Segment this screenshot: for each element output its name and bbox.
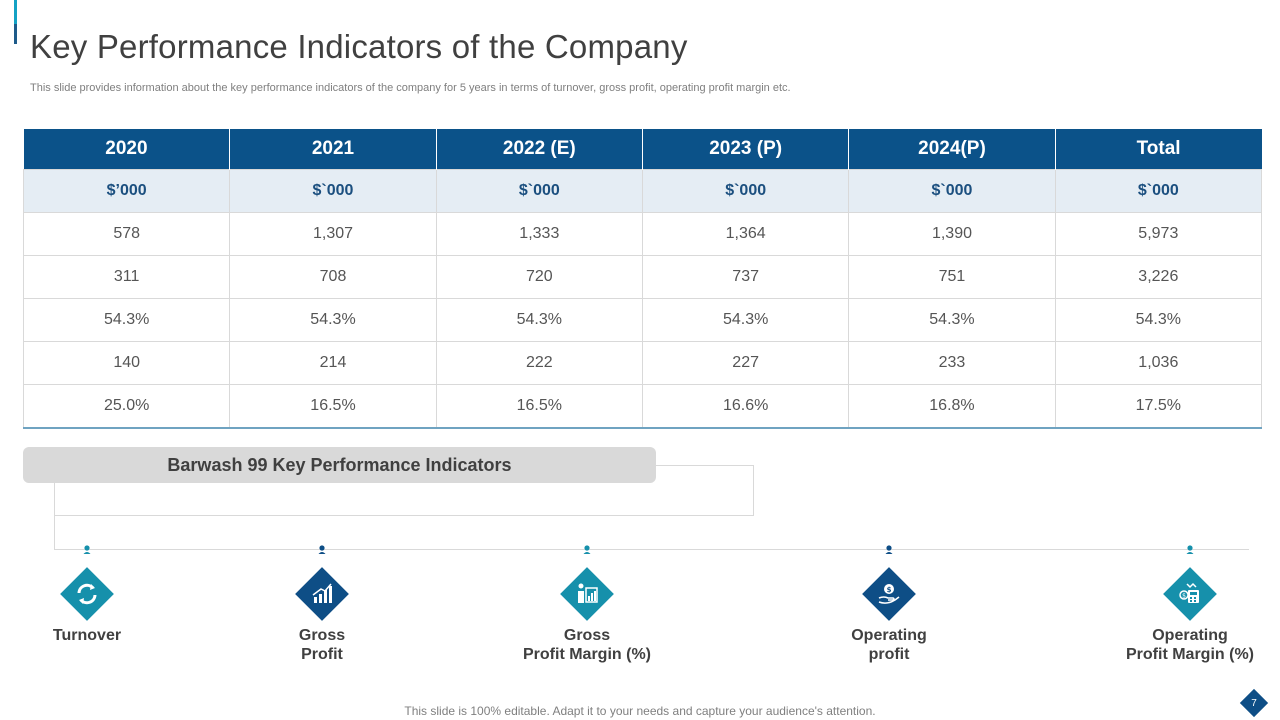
- units-row: $’000 $`000 $`000 $`000 $`000 $`000: [22, 169, 1263, 213]
- table-cell: 17.5%: [1054, 384, 1263, 429]
- table-cell: 311: [22, 255, 231, 299]
- svg-text:$: $: [1182, 593, 1186, 600]
- kpi-label: Turnover: [52, 627, 122, 644]
- table-cell: 233: [848, 341, 1056, 385]
- kpi-badge: [60, 567, 114, 621]
- table-cell: 54.3%: [1054, 298, 1263, 342]
- table-cell: 16.5%: [435, 384, 643, 429]
- pin-icon: [885, 545, 893, 554]
- money-hand-icon: $: [878, 584, 900, 604]
- table-cell: 140: [22, 341, 231, 385]
- kpi-label: Operating Profit Margin (%): [1126, 627, 1254, 663]
- kpi-label: Gross Profit: [298, 627, 346, 663]
- table-cell: 737: [641, 255, 850, 299]
- table-cell: 751: [848, 255, 1056, 299]
- kpi-badge: [295, 567, 349, 621]
- presentation-icon: [578, 583, 598, 603]
- kpi-badge: $: [1163, 567, 1217, 621]
- section-outline-top: [640, 465, 753, 466]
- kpi-badge: [560, 567, 614, 621]
- table-cell: 16.6%: [641, 384, 850, 429]
- svg-text:$: $: [887, 586, 892, 594]
- slide-subtitle: This slide provides information about th…: [30, 82, 791, 94]
- column-header: 2024(P): [848, 129, 1056, 170]
- kpi-timeline: [54, 549, 1249, 550]
- kpi-label: Operating profit: [851, 627, 927, 663]
- bar-chart-icon: [312, 583, 332, 603]
- column-header: 2023 (P): [641, 129, 849, 170]
- unit-cell: $`000: [848, 169, 1056, 213]
- page-number: 7: [1251, 697, 1257, 709]
- unit-cell: $`000: [641, 169, 850, 213]
- kpi-item-gross-profit-margin: Gross Profit Margin (%): [497, 545, 677, 664]
- table-cell: 54.3%: [229, 298, 437, 342]
- table-cell: 1,036: [1054, 341, 1263, 385]
- table-cell: 3,226: [1054, 255, 1263, 299]
- table-row: 578 1,307 1,333 1,364 1,390 5,973: [22, 212, 1263, 256]
- table-cell: 1,390: [848, 212, 1056, 256]
- kpi-section-heading: Barwash 99 Key Performance Indicators: [23, 447, 656, 483]
- footer-note: This slide is 100% editable. Adapt it to…: [404, 704, 876, 718]
- unit-cell: $`000: [1054, 169, 1263, 213]
- table-cell: 1,333: [435, 212, 643, 256]
- pin-icon: [83, 545, 91, 554]
- table-cell: 1,307: [229, 212, 437, 256]
- unit-cell: $`000: [229, 169, 437, 213]
- table-cell: 16.8%: [848, 384, 1056, 429]
- table-cell: 1,364: [641, 212, 850, 256]
- table-cell: 16.5%: [229, 384, 437, 429]
- kpi-item-gross-profit: Gross Profit: [232, 545, 412, 664]
- kpi-table: 2020 2021 2022 (E) 2023 (P) 2024(P) Tota…: [22, 129, 1263, 429]
- table-cell: 25.0%: [22, 384, 231, 429]
- table-row: 140 214 222 227 233 1,036: [22, 341, 1263, 385]
- kpi-item-turnover: Turnover: [0, 545, 177, 645]
- section-outline-box: [54, 465, 754, 516]
- table-cell: 54.3%: [641, 298, 850, 342]
- column-header: Total: [1054, 129, 1262, 170]
- pin-icon: [318, 545, 326, 554]
- table-cell: 720: [435, 255, 643, 299]
- page-number-badge: 7: [1239, 688, 1269, 718]
- timeline-connector: [54, 515, 55, 549]
- unit-cell: $`000: [435, 169, 643, 213]
- table-cell: 578: [22, 212, 231, 256]
- table-row: 54.3% 54.3% 54.3% 54.3% 54.3% 54.3%: [22, 298, 1263, 342]
- column-header: 2022 (E): [435, 129, 643, 170]
- pin-icon: [1186, 545, 1194, 554]
- unit-cell: $’000: [22, 169, 231, 213]
- kpi-label: Gross Profit Margin (%): [523, 627, 651, 663]
- calculator-icon: $: [1179, 582, 1199, 603]
- table-cell: 54.3%: [22, 298, 231, 342]
- table-cell: 214: [229, 341, 437, 385]
- table-row: 311 708 720 737 751 3,226: [22, 255, 1263, 299]
- column-header: 2021: [229, 129, 437, 170]
- refresh-icon: [77, 583, 97, 605]
- table-cell: 54.3%: [435, 298, 643, 342]
- table-cell: 54.3%: [848, 298, 1056, 342]
- kpi-item-operating-profit-margin: $ Operating Profit Margin (%): [1100, 545, 1280, 664]
- pin-icon: [583, 545, 591, 554]
- table-cell: 222: [435, 341, 643, 385]
- kpi-item-operating-profit: $ Operating profit: [799, 545, 979, 664]
- table-row: 25.0% 16.5% 16.5% 16.6% 16.8% 17.5%: [22, 384, 1263, 429]
- table-header-row: 2020 2021 2022 (E) 2023 (P) 2024(P) Tota…: [23, 129, 1262, 170]
- kpi-badge: $: [862, 567, 916, 621]
- table-cell: 708: [229, 255, 437, 299]
- column-header: 2020: [23, 129, 230, 170]
- title-accent-bar: [14, 0, 17, 44]
- table-cell: 5,973: [1054, 212, 1263, 256]
- table-cell: 227: [641, 341, 850, 385]
- slide-title: Key Performance Indicators of the Compan…: [30, 28, 688, 65]
